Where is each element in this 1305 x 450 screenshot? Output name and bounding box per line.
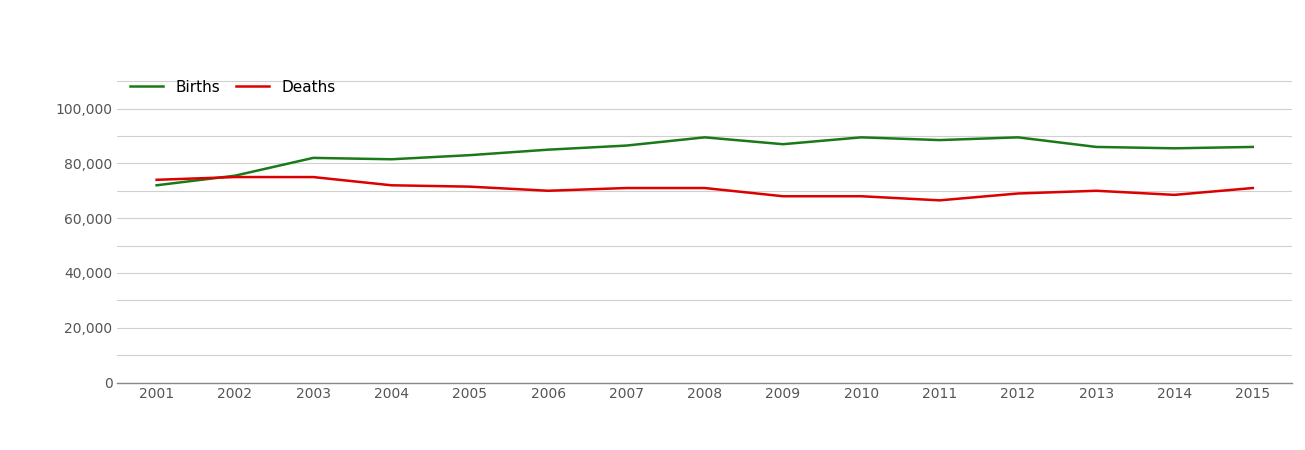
Deaths [697, 185, 713, 191]
Deaths [1088, 188, 1104, 194]
Deaths [540, 188, 556, 194]
Births [227, 173, 243, 178]
Deaths [149, 177, 164, 183]
Births [775, 141, 791, 147]
Births [697, 135, 713, 140]
Deaths [227, 174, 243, 180]
Births [149, 183, 164, 188]
Births [619, 143, 634, 148]
Deaths [1245, 185, 1261, 191]
Births [1010, 135, 1026, 140]
Deaths [853, 194, 869, 199]
Line: Deaths: Deaths [157, 177, 1253, 200]
Births [853, 135, 869, 140]
Births [1245, 144, 1261, 150]
Deaths [305, 174, 321, 180]
Legend: Births, Deaths: Births, Deaths [125, 75, 341, 99]
Deaths [1010, 191, 1026, 196]
Births [384, 157, 399, 162]
Births [1167, 146, 1182, 151]
Births [462, 153, 478, 158]
Deaths [462, 184, 478, 189]
Deaths [619, 185, 634, 191]
Births [932, 137, 947, 143]
Births [305, 155, 321, 161]
Births [1088, 144, 1104, 150]
Deaths [1167, 192, 1182, 198]
Births [540, 147, 556, 153]
Line: Births: Births [157, 137, 1253, 185]
Deaths [775, 194, 791, 199]
Deaths [932, 198, 947, 203]
Deaths [384, 183, 399, 188]
